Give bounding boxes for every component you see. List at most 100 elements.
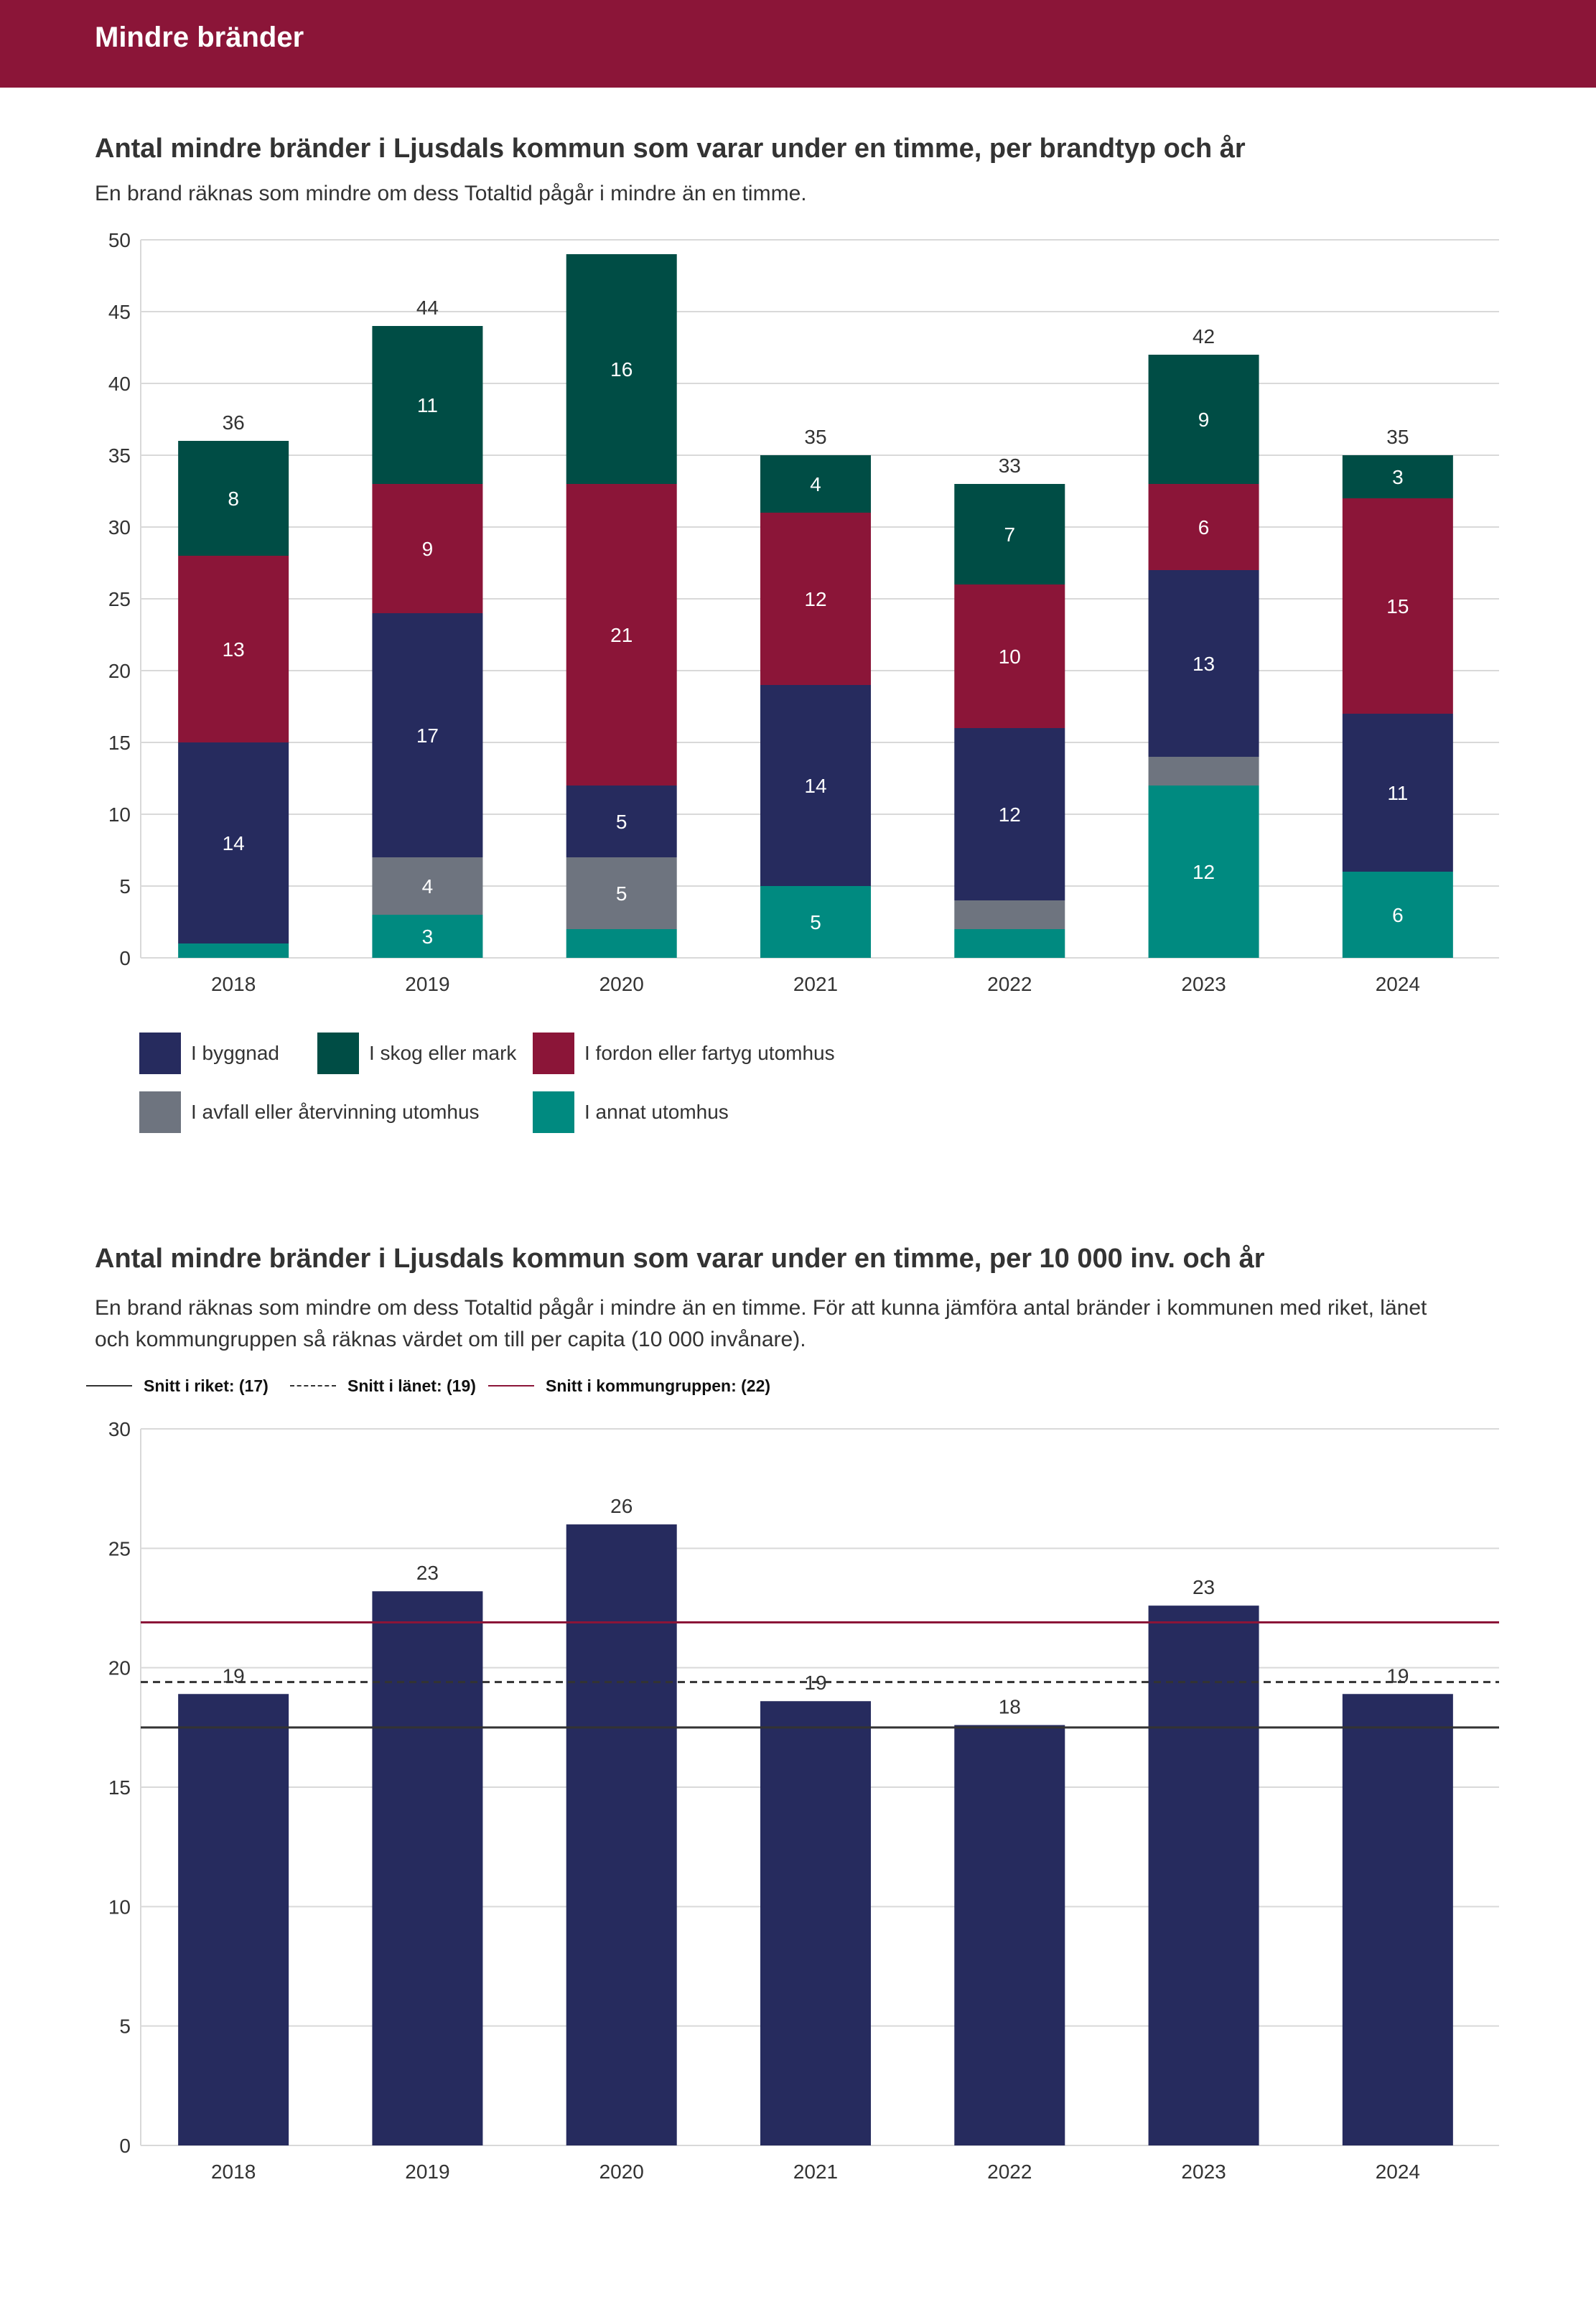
y-tick-label: 25 — [108, 1537, 131, 1560]
page-title: Mindre bränder — [95, 22, 304, 53]
x-tick-label: 2020 — [599, 973, 644, 995]
chart1-subtitle: En brand räknas som mindre om dess Total… — [95, 182, 807, 205]
legend-item-skog: I skog eller mark — [317, 1033, 516, 1074]
y-tick-label: 25 — [108, 588, 131, 610]
bar-total-label: 35 — [1386, 426, 1409, 448]
segment-value-label: 6 — [1198, 516, 1210, 539]
bar — [178, 1694, 289, 2145]
bar-segment-annat — [566, 929, 677, 958]
x-tick-label: 2024 — [1376, 2161, 1420, 2183]
legend-swatch-annat — [533, 1091, 574, 1133]
bar-total-label: 42 — [1193, 325, 1215, 348]
ref-label-lanet: Snitt i länet: (19) — [347, 1376, 476, 1395]
segment-value-label: 17 — [416, 724, 439, 747]
chart2-title: Antal mindre bränder i Ljusdals kommun s… — [95, 1244, 1265, 1274]
segment-value-label: 12 — [804, 588, 826, 610]
segment-value-label: 10 — [999, 646, 1021, 668]
bar-value-label: 19 — [223, 1664, 245, 1687]
bar-segment-annat — [954, 929, 1065, 958]
ref-legend-riket: Snitt i riket: (17) — [86, 1371, 269, 1400]
bar-total-label: 33 — [999, 455, 1021, 477]
ref-label-kommungruppen: Snitt i kommungruppen: (22) — [546, 1376, 771, 1395]
x-tick-label: 2022 — [987, 2161, 1032, 2183]
legend-label-avfall: I avfall eller återvinning utomhus — [191, 1101, 480, 1123]
legend-label-skog: I skog eller mark — [369, 1042, 517, 1064]
reference-lines-legend: Snitt i riket: (17) Snitt i länet: (19) … — [86, 1371, 1091, 1400]
segment-value-label: 9 — [422, 538, 434, 560]
legend-swatch-avfall — [139, 1091, 181, 1133]
bar — [954, 1725, 1065, 2145]
legend-item-byggnad: I byggnad — [139, 1033, 279, 1074]
segment-value-label: 6 — [1392, 904, 1404, 926]
x-tick-label: 2021 — [793, 973, 838, 995]
bar — [1148, 1605, 1259, 2145]
y-tick-label: 20 — [108, 1657, 131, 1679]
segment-value-label: 4 — [810, 473, 821, 495]
bar-segment-fordon — [760, 513, 871, 685]
y-tick-label: 30 — [108, 1418, 131, 1440]
legend-label-fordon: I fordon eller fartyg utomhus — [584, 1042, 835, 1064]
x-tick-label: 2019 — [405, 973, 449, 995]
segment-value-label: 15 — [1386, 595, 1409, 617]
bar-segment-fordon — [178, 556, 289, 742]
bar-segment-avfall — [954, 900, 1065, 929]
legend-item-avfall: I avfall eller återvinning utomhus — [139, 1091, 480, 1133]
legend-item-fordon: I fordon eller fartyg utomhus — [533, 1033, 835, 1074]
ref-label-riket: Snitt i riket: (17) — [144, 1376, 269, 1395]
bar — [566, 1524, 677, 2145]
segment-value-label: 8 — [228, 488, 239, 510]
segment-value-label: 21 — [610, 624, 633, 646]
y-tick-label: 40 — [108, 373, 131, 395]
bar-value-label: 23 — [1193, 1576, 1215, 1598]
segment-value-label: 3 — [422, 926, 434, 948]
bar-chart-per-capita: 0 5 10 15 20 25 30 19 2018 23 2019 26 2020 19 2021 18 20… — [108, 1418, 1499, 2183]
bar-segment-byggnad — [566, 786, 677, 857]
bar-value-label: 18 — [999, 1696, 1021, 1718]
bar-total-label: 36 — [223, 411, 245, 434]
bar-value-label: 23 — [416, 1562, 439, 1584]
x-tick-label: 2019 — [405, 2161, 449, 2183]
bar-segment-fordon — [1148, 484, 1259, 570]
bar-segment-byggnad — [1148, 570, 1259, 757]
chart1-title: Antal mindre bränder i Ljusdals kommun s… — [95, 134, 1246, 164]
x-tick-label: 2022 — [987, 973, 1032, 995]
bar-segment-avfall — [1148, 757, 1259, 786]
bar-segment-avfall — [372, 857, 483, 915]
segment-value-label: 3 — [1392, 466, 1404, 488]
bar-segment-annat — [1148, 786, 1259, 958]
bar-segment-byggnad — [372, 613, 483, 857]
bar-segment-byggnad — [954, 728, 1065, 900]
bar-segment-byggnad — [178, 742, 289, 943]
bar-segment-skog — [954, 484, 1065, 584]
bar-segment-skog — [760, 455, 871, 513]
legend-label-byggnad: I byggnad — [191, 1042, 279, 1064]
y-tick-label: 10 — [108, 803, 131, 826]
x-tick-label: 2021 — [793, 2161, 838, 2183]
x-tick-label: 2018 — [211, 973, 256, 995]
x-tick-label: 2024 — [1376, 973, 1420, 995]
bar-segment-skog — [178, 441, 289, 556]
header-band: Mindre bränder — [0, 0, 1596, 88]
y-tick-label: 30 — [108, 516, 131, 539]
bar-segment-fordon — [1342, 498, 1453, 714]
bar-segment-annat — [760, 886, 871, 958]
y-tick-label: 5 — [119, 875, 131, 898]
chart2-subtitle-line1: En brand räknas som mindre om dess Total… — [95, 1296, 1427, 1320]
ref-line-sample-lanet — [290, 1385, 336, 1386]
y-tick-label: 50 — [108, 229, 131, 251]
segment-value-label: 7 — [1004, 523, 1015, 546]
segment-value-label: 11 — [417, 394, 438, 416]
bar-segment-skog — [566, 254, 677, 484]
bar-segment-annat — [372, 915, 483, 958]
segment-value-label: 11 — [1387, 782, 1408, 804]
bar-segment-fordon — [954, 584, 1065, 728]
legend-swatch-byggnad — [139, 1033, 181, 1074]
legend-item-annat: I annat utomhus — [533, 1091, 729, 1133]
chart1-legend: I byggnad I skog eller mark I fordon ell… — [139, 1033, 1144, 1155]
segment-value-label: 12 — [999, 803, 1021, 826]
bar-segment-fordon — [372, 484, 483, 613]
segment-value-label: 4 — [422, 875, 434, 898]
bar-segment-byggnad — [760, 685, 871, 886]
ref-legend-kommungruppen: Snitt i kommungruppen: (22) — [488, 1371, 770, 1400]
bar-value-label: 26 — [610, 1495, 633, 1517]
